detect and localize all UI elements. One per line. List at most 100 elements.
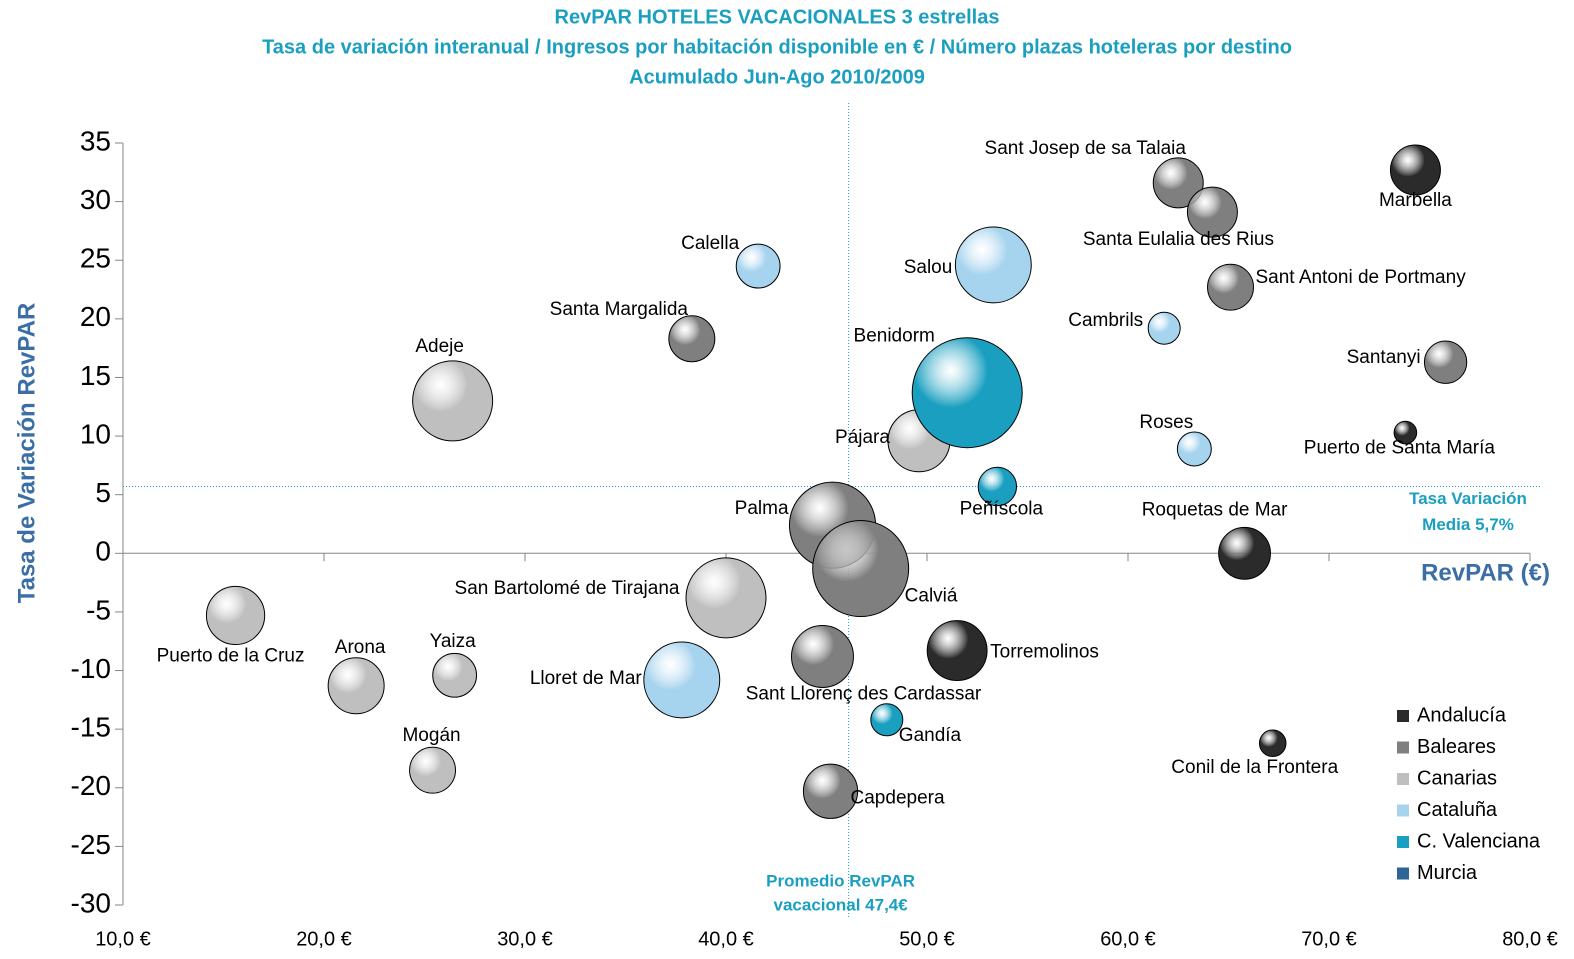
bubble-label: Lloret de Mar: [530, 668, 643, 689]
bubble-label: Pájara: [835, 427, 890, 448]
bubble-label: Adeje: [415, 336, 464, 357]
y-tick-label: 0: [95, 536, 111, 567]
chart-subtitle: Tasa de variación interanual / Ingresos …: [262, 36, 1292, 58]
reference-label: Promedio RevPAR: [766, 871, 915, 890]
x-tick-label: 10,0 €: [95, 928, 151, 950]
legend-swatch: [1397, 867, 1409, 880]
reference-label: Tasa Variación: [1409, 489, 1527, 508]
bubble: [1218, 526, 1272, 580]
legend-swatch: [1397, 836, 1409, 848]
bubble-label: Puerto de Santa María: [1304, 438, 1496, 459]
bubble: [977, 466, 1018, 507]
legend-swatch: [1397, 804, 1409, 817]
bubble: [1389, 144, 1441, 196]
bubble: [1393, 420, 1418, 445]
y-tick-label: -25: [71, 829, 111, 860]
x-tick-label: 30,0 €: [497, 928, 553, 950]
bubble: [1186, 186, 1238, 238]
bubble-label: Sant Llorenç des Cardassar: [746, 683, 982, 704]
bubble: [790, 624, 854, 688]
bubble-label: Santa Eulalia des Rius: [1083, 229, 1274, 250]
bubble: [911, 337, 1023, 449]
y-tick-label: 5: [95, 477, 111, 508]
bubble: [685, 557, 767, 639]
bubble: [870, 703, 904, 737]
bubble-label: San Bartolomé de Tirajana: [455, 578, 680, 599]
bubble: [1147, 311, 1181, 345]
bubble: [1258, 729, 1287, 757]
bubble: [1176, 431, 1212, 467]
y-tick-label: 10: [80, 418, 111, 449]
x-tick-label: 80,0 €: [1502, 928, 1558, 950]
bubble-label: Peñíscola: [960, 499, 1044, 520]
bubble-label: Santanyi: [1347, 347, 1421, 368]
y-tick-label: -5: [86, 594, 111, 625]
bubble-label: Gandía: [899, 725, 962, 746]
bubble: [954, 226, 1032, 304]
bubble: [409, 746, 457, 794]
legend-swatch: [1397, 710, 1409, 722]
x-tick-label: 60,0 €: [1100, 928, 1156, 950]
x-tick-label: 50,0 €: [899, 928, 955, 950]
bubble: [1423, 340, 1468, 384]
x-tick-label: 40,0 €: [698, 928, 754, 950]
bubble-label: Conil de la Frontera: [1171, 757, 1338, 778]
legend-label: Canarias: [1417, 767, 1497, 789]
bubble-label: Mogán: [402, 725, 460, 746]
bubble: [205, 585, 266, 646]
bubble-label: Calviá: [905, 586, 958, 607]
chart-title: RevPAR HOTELES VACACIONALES 3 estrellas: [555, 6, 1000, 28]
bubble-label: Roquetas de Mar: [1142, 499, 1288, 520]
y-tick-label: -20: [71, 770, 111, 801]
y-tick-label: 25: [80, 243, 111, 274]
legend-label: Murcia: [1417, 862, 1478, 884]
bubble: [812, 520, 910, 618]
bubble-label: Palma: [735, 498, 789, 519]
bubble-label: Sant Josep de sa Talaia: [985, 138, 1187, 159]
bubble-label: Salou: [904, 257, 953, 278]
bubble: [735, 243, 781, 289]
bubble: [926, 620, 988, 682]
legend-swatch: [1397, 773, 1409, 785]
bubble: [668, 315, 716, 363]
legend-label: Cataluña: [1417, 799, 1498, 821]
bubble-label: Puerto de la Cruz: [157, 645, 305, 666]
bubble-label: Torremolinos: [990, 642, 1099, 663]
legend-label: Baleares: [1417, 736, 1496, 758]
legend-swatch: [1397, 741, 1409, 754]
y-axis-title: Tasa de Variación RevPAR: [13, 303, 40, 604]
bubble: [1152, 157, 1204, 209]
bubble-label: Cambrils: [1068, 310, 1143, 331]
chart-subtitle: Acumulado Jun-Ago 2010/2009: [629, 66, 925, 88]
bubble-label: Roses: [1139, 412, 1193, 433]
legend-label: C. Valenciana: [1417, 830, 1541, 852]
reference-label: Media 5,7%: [1422, 515, 1514, 534]
bubble-label: Sant Antoni de Portmany: [1256, 267, 1467, 288]
bubble-label: Capdepera: [851, 787, 945, 808]
x-tick-label: 20,0 €: [296, 928, 352, 950]
bubble-label: Calella: [681, 233, 740, 254]
bubble: [432, 652, 478, 698]
bubble-label: Yaiza: [430, 631, 477, 652]
bubble: [412, 360, 494, 442]
x-tick-label: 70,0 €: [1301, 928, 1357, 950]
x-axis-title: RevPAR (€): [1421, 559, 1550, 586]
y-tick-label: -30: [71, 887, 111, 918]
y-tick-label: -10: [71, 653, 111, 684]
y-tick-label: 20: [80, 301, 111, 332]
bubble: [802, 763, 859, 819]
bubble-label: Marbella: [1379, 190, 1452, 211]
reference-label: vacacional 47,4€: [774, 895, 909, 914]
y-tick-label: -15: [71, 712, 111, 743]
y-tick-label: 35: [80, 125, 111, 156]
bubble: [327, 657, 385, 715]
bubble: [643, 641, 721, 719]
legend-label: Andalucía: [1417, 704, 1507, 726]
y-tick-label: 30: [80, 184, 111, 215]
bubble-label: Benidorm: [854, 326, 935, 347]
y-tick-label: 15: [80, 360, 111, 391]
bubble: [1207, 263, 1254, 311]
bubble-label: Santa Margalida: [550, 299, 689, 320]
bubble-label: Arona: [335, 637, 386, 658]
